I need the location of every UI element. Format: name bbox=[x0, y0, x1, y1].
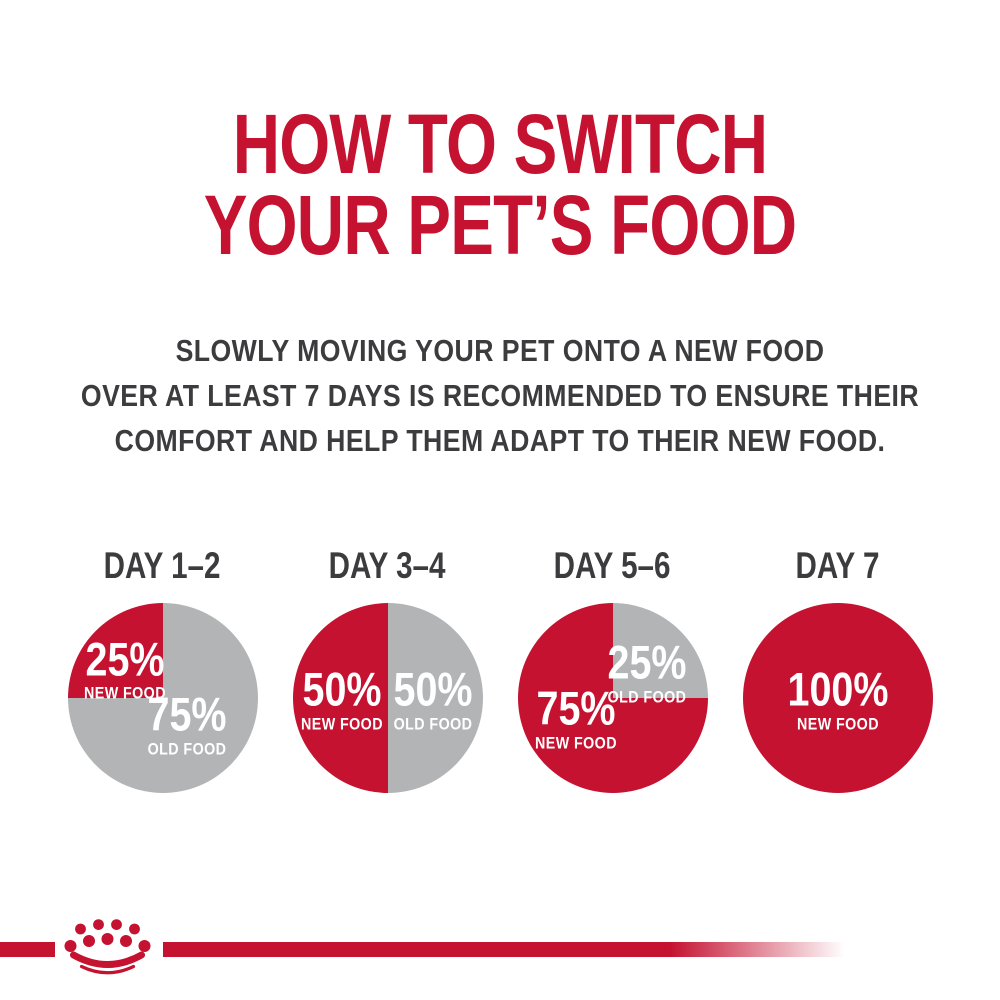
page-title-line1: HOW TO SWITCH bbox=[232, 97, 768, 191]
day-label: DAY 1–2 bbox=[104, 545, 221, 586]
page-title: HOW TO SWITCH YOUR PET’S FOOD bbox=[110, 102, 890, 267]
day-label: DAY 5–6 bbox=[554, 545, 671, 586]
segment-name: OLD FOOD bbox=[607, 687, 687, 707]
segment-name: NEW FOOD bbox=[796, 714, 879, 734]
subtitle: SLOWLY MOVING YOUR PET ONTO A NEW FOOD O… bbox=[70, 328, 930, 463]
segment-name: OLD FOOD bbox=[147, 738, 227, 758]
royal-canin-crown-icon bbox=[64, 919, 151, 975]
pie-circle-day-3-4: 50% NEW FOOD 50% OLD FOOD bbox=[292, 603, 483, 793]
footer-stripe-right bbox=[163, 942, 845, 957]
pie-chart-day-5-6: DAY 5–6 25% OLD FOOD 75% NEW FOOD bbox=[500, 546, 725, 793]
page-title-line2: YOUR PET’S FOOD bbox=[203, 178, 797, 272]
slice-label-new-food: 50% NEW FOOD bbox=[301, 665, 383, 734]
percent-value: 25% bbox=[607, 635, 687, 689]
slice-label-new-food: 25% NEW FOOD bbox=[83, 631, 166, 704]
pie-chart-day-3-4: DAY 3–4 50% NEW FOOD 50% OLD FOOD bbox=[275, 546, 500, 793]
percent-value: 50% bbox=[393, 662, 473, 716]
slice-label-new-food: 100% NEW FOOD bbox=[787, 665, 888, 734]
segment-name: NEW FOOD bbox=[300, 714, 383, 734]
percent-value: 75% bbox=[536, 681, 616, 735]
day-label: DAY 3–4 bbox=[329, 545, 446, 586]
segment-name: NEW FOOD bbox=[83, 683, 166, 703]
percent-value: 50% bbox=[302, 662, 382, 716]
segment-name: NEW FOOD bbox=[535, 733, 618, 753]
day-label: DAY 7 bbox=[795, 545, 880, 586]
segment-name: OLD FOOD bbox=[393, 714, 473, 734]
slice-label-old-food: 50% OLD FOOD bbox=[394, 665, 473, 734]
percent-value: 75% bbox=[147, 687, 227, 740]
pie-circle-day-7: 100% NEW FOOD bbox=[742, 603, 933, 793]
percent-value: 100% bbox=[787, 662, 888, 716]
pie-chart-day-7: DAY 7 100% NEW FOOD bbox=[725, 546, 950, 793]
pie-circle-day-1-2: 25% NEW FOOD 75% OLD FOOD bbox=[67, 603, 258, 793]
pie-chart-row: DAY 1–2 25% NEW FOOD 75% OLD FOOD DAY 3–… bbox=[50, 546, 950, 793]
slice-label-old-food: 25% OLD FOOD bbox=[607, 635, 687, 708]
slice-label-old-food: 75% OLD FOOD bbox=[148, 690, 227, 759]
subtitle-line1: SLOWLY MOVING YOUR PET ONTO A NEW FOOD bbox=[175, 333, 825, 368]
percent-value: 25% bbox=[84, 631, 165, 685]
pie-circle-day-5-6: 25% OLD FOOD 75% NEW FOOD bbox=[517, 603, 708, 793]
subtitle-line2: OVER AT LEAST 7 DAYS IS RECOMMENDED TO E… bbox=[80, 378, 920, 413]
pie-chart-day-1-2: DAY 1–2 25% NEW FOOD 75% OLD FOOD bbox=[50, 546, 275, 793]
slice-label-new-food: 75% NEW FOOD bbox=[535, 684, 617, 753]
subtitle-line3: COMFORT AND HELP THEM ADAPT TO THEIR NEW… bbox=[114, 423, 886, 458]
footer-stripe-left bbox=[0, 942, 55, 957]
